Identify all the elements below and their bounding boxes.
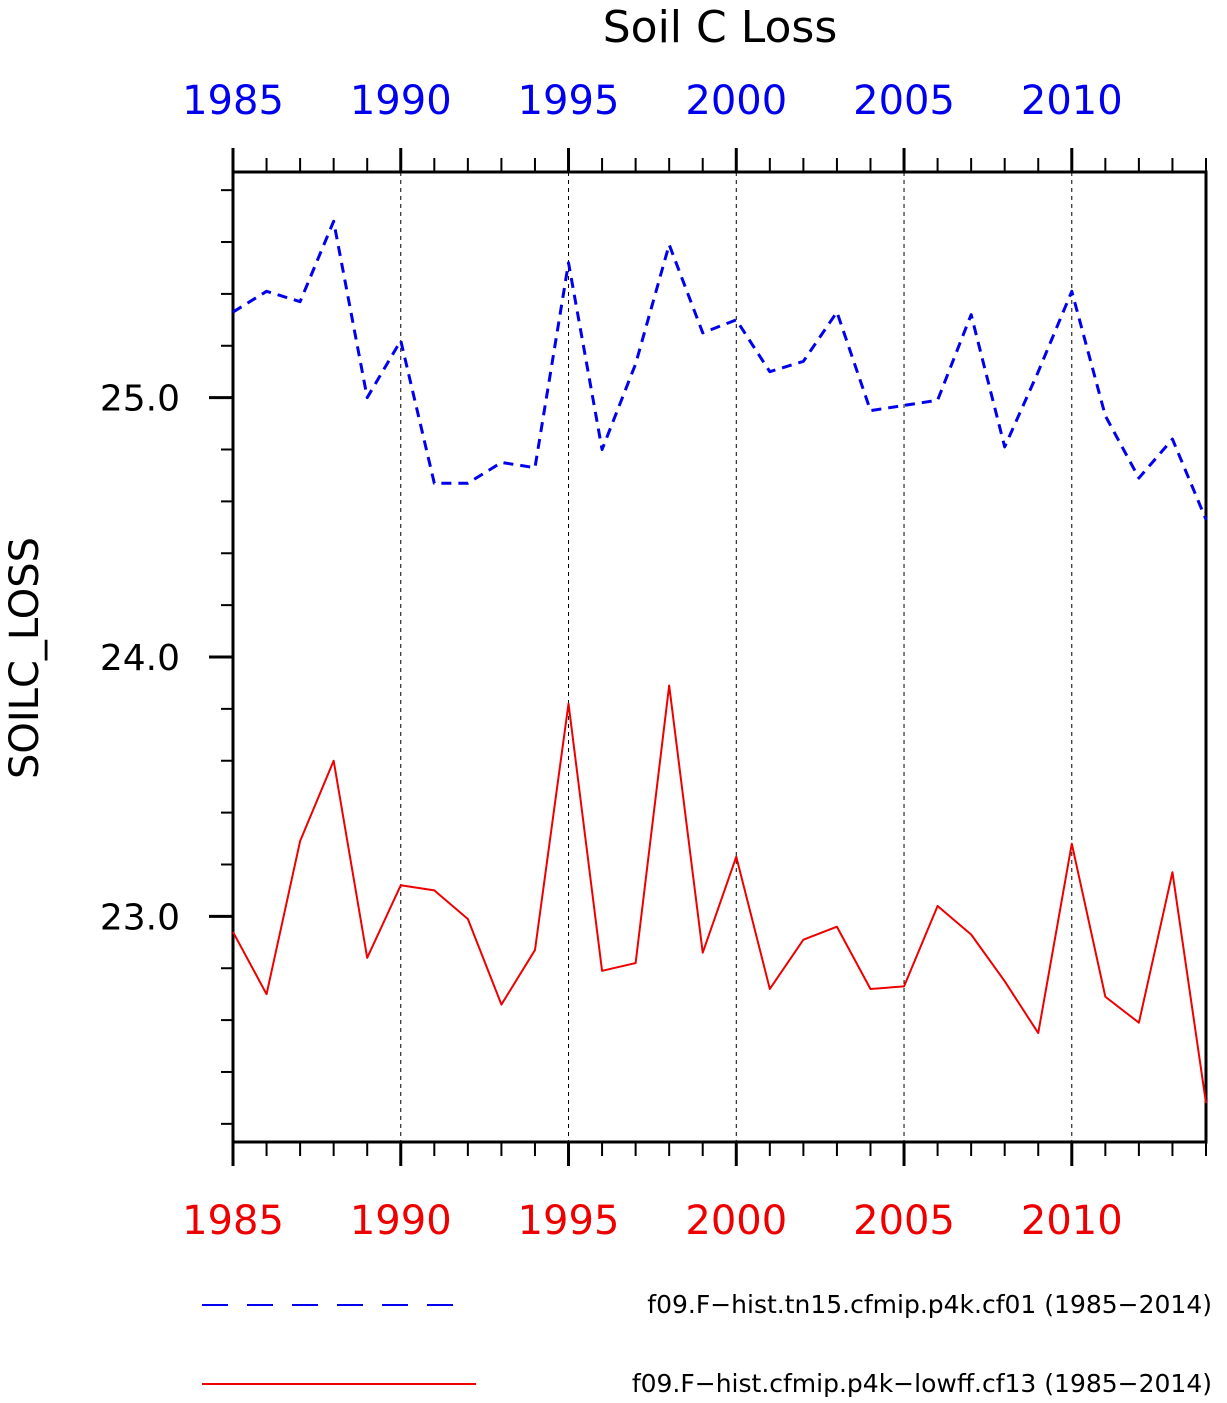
series-layer	[232, 219, 1208, 1104]
top-tick-label-1990: 1990	[350, 78, 452, 124]
top-tick-label-2000: 2000	[685, 78, 787, 124]
y-axis-label: SOILC_LOSS	[2, 537, 48, 779]
y-tick-label-23.0: 23.0	[100, 897, 180, 938]
bottom-tick-label-1995: 1995	[518, 1198, 620, 1244]
bottom-x-axis: 1985 1990 1995 2000 2005 2010	[182, 1142, 1207, 1244]
vertical-gridlines	[400, 172, 1073, 1142]
top-tick-label-2010: 2010	[1021, 78, 1123, 124]
bottom-tick-label-1990: 1990	[350, 1198, 452, 1244]
bottom-tick-label-2000: 2000	[685, 1198, 787, 1244]
series-line-1	[232, 219, 1208, 521]
top-x-axis: 1985 1990 1995 2000 2005 2010	[182, 78, 1207, 172]
y-tick-label-25.0: 25.0	[100, 379, 180, 420]
plot-frame	[231, 170, 1208, 1144]
y-tick-label-24.0: 24.0	[100, 638, 180, 679]
legend-label-series-2: f09.F−hist.cfmip.p4k−lowff.cf13 (1985−20…	[632, 1369, 1212, 1398]
top-tick-label-1985: 1985	[182, 78, 284, 124]
bottom-tick-label-2010: 2010	[1021, 1198, 1123, 1244]
top-tick-label-2005: 2005	[853, 78, 955, 124]
y-axis: 23.0 24.0 25.0	[100, 189, 233, 1125]
bottom-tick-label-2005: 2005	[853, 1198, 955, 1244]
bottom-tick-label-1985: 1985	[182, 1198, 284, 1244]
legend: f09.F−hist.tn15.cfmip.p4k.cf01 (1985−201…	[202, 1290, 1212, 1398]
legend-label-series-1: f09.F−hist.tn15.cfmip.p4k.cf01 (1985−201…	[647, 1290, 1212, 1319]
chart-title: Soil C Loss	[603, 2, 838, 53]
top-tick-label-1995: 1995	[518, 78, 620, 124]
series-line-2	[232, 684, 1207, 1104]
